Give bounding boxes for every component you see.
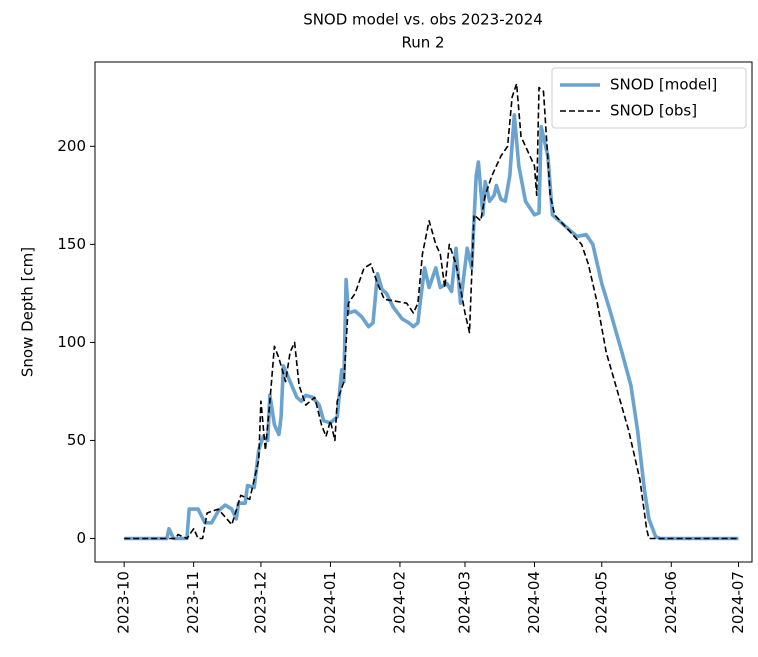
y-tick-label: 0 [76, 529, 86, 547]
x-tick-label: 2024-07 [729, 571, 747, 634]
legend: SNOD [model] SNOD [obs] [551, 67, 747, 129]
chart-title: SNOD model vs. obs 2023-2024 [303, 11, 543, 29]
y-tick-label: 150 [57, 235, 86, 253]
legend-box [551, 67, 747, 129]
x-tick-label: 2024-04 [525, 571, 543, 634]
chart-subtitle: Run 2 [401, 34, 444, 52]
y-tick-label: 200 [57, 137, 86, 155]
y-tick-label: 50 [67, 431, 86, 449]
y-axis-label: Snow Depth [cm] [19, 247, 37, 377]
x-tick-label: 2024-06 [662, 571, 680, 634]
x-tick-label: 2024-03 [455, 571, 473, 634]
x-tick-label: 2024-05 [592, 571, 610, 634]
series-line [124, 82, 739, 540]
x-tick-label: 2024-01 [321, 571, 339, 634]
x-tick-label: 2024-02 [390, 571, 408, 634]
series-line [124, 113, 739, 541]
x-tick-label: 2023-10 [115, 571, 133, 634]
y-tick-label: 100 [57, 333, 86, 351]
legend-label: SNOD [model] [610, 76, 717, 94]
x-tick-label: 2023-12 [251, 571, 269, 634]
x-tick-label: 2023-11 [184, 571, 202, 634]
legend-label: SNOD [obs] [610, 102, 697, 120]
plot-frame [94, 61, 753, 563]
